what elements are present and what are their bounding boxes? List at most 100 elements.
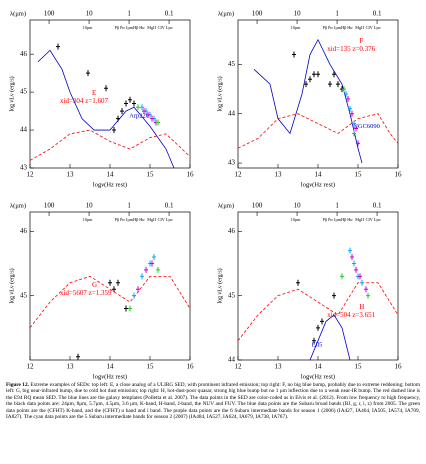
panel-title: xid=5607 z=1.359 bbox=[60, 289, 112, 297]
data-point bbox=[140, 273, 144, 280]
top-tick-label: 1 bbox=[335, 10, 339, 18]
data-point bbox=[56, 43, 60, 50]
feature-label: Pβ Pα bbox=[323, 25, 334, 30]
y-tick-label: 46 bbox=[228, 227, 236, 235]
x-tick-label: 14 bbox=[315, 363, 323, 371]
x-tick-label: 12 bbox=[235, 363, 243, 371]
panel-title: xid=504 z=3.651 bbox=[327, 311, 375, 319]
feature-label: 1μm bbox=[333, 217, 341, 222]
data-point bbox=[308, 76, 312, 83]
data-point bbox=[364, 286, 368, 293]
y-tick-label: 44 bbox=[228, 109, 236, 117]
feature-label: Lyα bbox=[374, 25, 381, 30]
x-axis-label: logν(Hz rest) bbox=[301, 373, 335, 380]
data-area bbox=[30, 43, 190, 168]
x-tick-label: 15 bbox=[355, 363, 363, 371]
x-tick-label: 12 bbox=[27, 363, 35, 371]
data-point bbox=[350, 254, 354, 261]
data-point bbox=[152, 254, 156, 261]
plot-frame bbox=[237, 19, 399, 169]
data-point bbox=[144, 266, 148, 273]
feature-label: 10μm bbox=[291, 25, 301, 30]
data-point bbox=[136, 104, 140, 111]
panel-title: xid=304 z=1.607 bbox=[60, 97, 108, 105]
data-point bbox=[346, 95, 350, 102]
feature-label: Hβ Hα bbox=[341, 217, 353, 222]
data-point bbox=[328, 81, 332, 88]
y-axis-label: log νLν (erg/s) bbox=[8, 76, 15, 111]
data-point bbox=[340, 273, 344, 280]
feature-label: Hβ Hα bbox=[341, 25, 353, 30]
data-point bbox=[358, 273, 362, 280]
feature-label: Pβ Pα bbox=[115, 217, 126, 222]
caption-label: Figure 12. bbox=[6, 382, 29, 388]
mean-sed-line bbox=[30, 129, 190, 161]
x-tick-label: 14 bbox=[315, 171, 323, 179]
data-point bbox=[120, 108, 124, 115]
top-tick-label: 0.1 bbox=[373, 10, 382, 18]
panel: 12 13 14 15 16 43 44 45 100 10 1 0.1 λ(μm) logν(Hz re… bbox=[216, 10, 402, 189]
data-point bbox=[316, 71, 320, 78]
y-tick-label: 43 bbox=[228, 159, 236, 167]
x-tick-label: 16 bbox=[395, 363, 403, 371]
data-point bbox=[104, 85, 108, 92]
x-tick-label: 15 bbox=[147, 363, 155, 371]
feature-label: 1μm bbox=[125, 25, 133, 30]
data-point bbox=[112, 127, 116, 134]
x-tick-label: 15 bbox=[355, 171, 363, 179]
data-point bbox=[150, 115, 154, 122]
template-line bbox=[37, 49, 175, 168]
y-axis-label: log νLν (erg/s) bbox=[216, 268, 223, 303]
data-point bbox=[156, 119, 160, 126]
x-axis-label: logν(Hz rest) bbox=[93, 373, 127, 380]
top-tick-label: 1 bbox=[335, 202, 339, 210]
y-axis-label: log νLν (erg/s) bbox=[8, 268, 15, 303]
x-tick-label: 12 bbox=[235, 171, 243, 179]
feature-label: 10μm bbox=[83, 25, 93, 30]
data-point bbox=[296, 279, 300, 286]
mean-sed-line bbox=[238, 113, 398, 149]
data-point bbox=[366, 292, 370, 299]
x-tick-label: 14 bbox=[107, 363, 115, 371]
feature-label: MgII bbox=[147, 25, 156, 30]
feature-label: Lyα bbox=[166, 217, 173, 222]
caption: Figure 12. Extreme examples of SEDs: top… bbox=[6, 382, 420, 420]
y-tick-label: 45 bbox=[228, 291, 236, 299]
data-point bbox=[336, 81, 340, 88]
panel-letter: H bbox=[359, 303, 364, 311]
feature-label: CIV bbox=[158, 25, 165, 30]
y-tick-label: 43 bbox=[20, 164, 28, 172]
x-tick-label: 13 bbox=[275, 363, 283, 371]
data-point bbox=[124, 100, 128, 107]
data-point bbox=[150, 260, 154, 267]
top-tick-label: 1 bbox=[127, 10, 131, 18]
y-tick-label: 45 bbox=[20, 291, 28, 299]
panel-letter: F bbox=[359, 37, 363, 45]
data-area bbox=[30, 254, 190, 360]
panel-letter: E bbox=[92, 89, 96, 97]
y-tick-label: 44 bbox=[228, 356, 236, 364]
data-point bbox=[136, 286, 140, 293]
data-point bbox=[142, 108, 146, 115]
panel-letter: G bbox=[92, 281, 97, 289]
data-point bbox=[132, 100, 136, 107]
data-point bbox=[292, 51, 296, 58]
feature-label: CIV bbox=[366, 217, 373, 222]
top-axis-label: λ(μm) bbox=[218, 202, 234, 209]
feature-label: 1μm bbox=[333, 25, 341, 30]
feature-label: Pβ Pα bbox=[323, 217, 334, 222]
data-point bbox=[86, 70, 90, 77]
feature-label: 10μm bbox=[291, 217, 301, 222]
data-point bbox=[354, 125, 358, 132]
feature-label: 10μm bbox=[83, 217, 93, 222]
feature-label: MgII bbox=[355, 217, 364, 222]
mean-sed-line bbox=[238, 282, 398, 341]
data-point bbox=[132, 292, 136, 299]
data-point bbox=[332, 71, 336, 78]
plot-frame bbox=[29, 19, 191, 169]
top-tick-label: 100 bbox=[44, 10, 55, 18]
y-tick-label: 44 bbox=[20, 126, 28, 134]
template-line bbox=[253, 38, 363, 164]
x-axis-label: logν(Hz rest) bbox=[93, 181, 127, 188]
